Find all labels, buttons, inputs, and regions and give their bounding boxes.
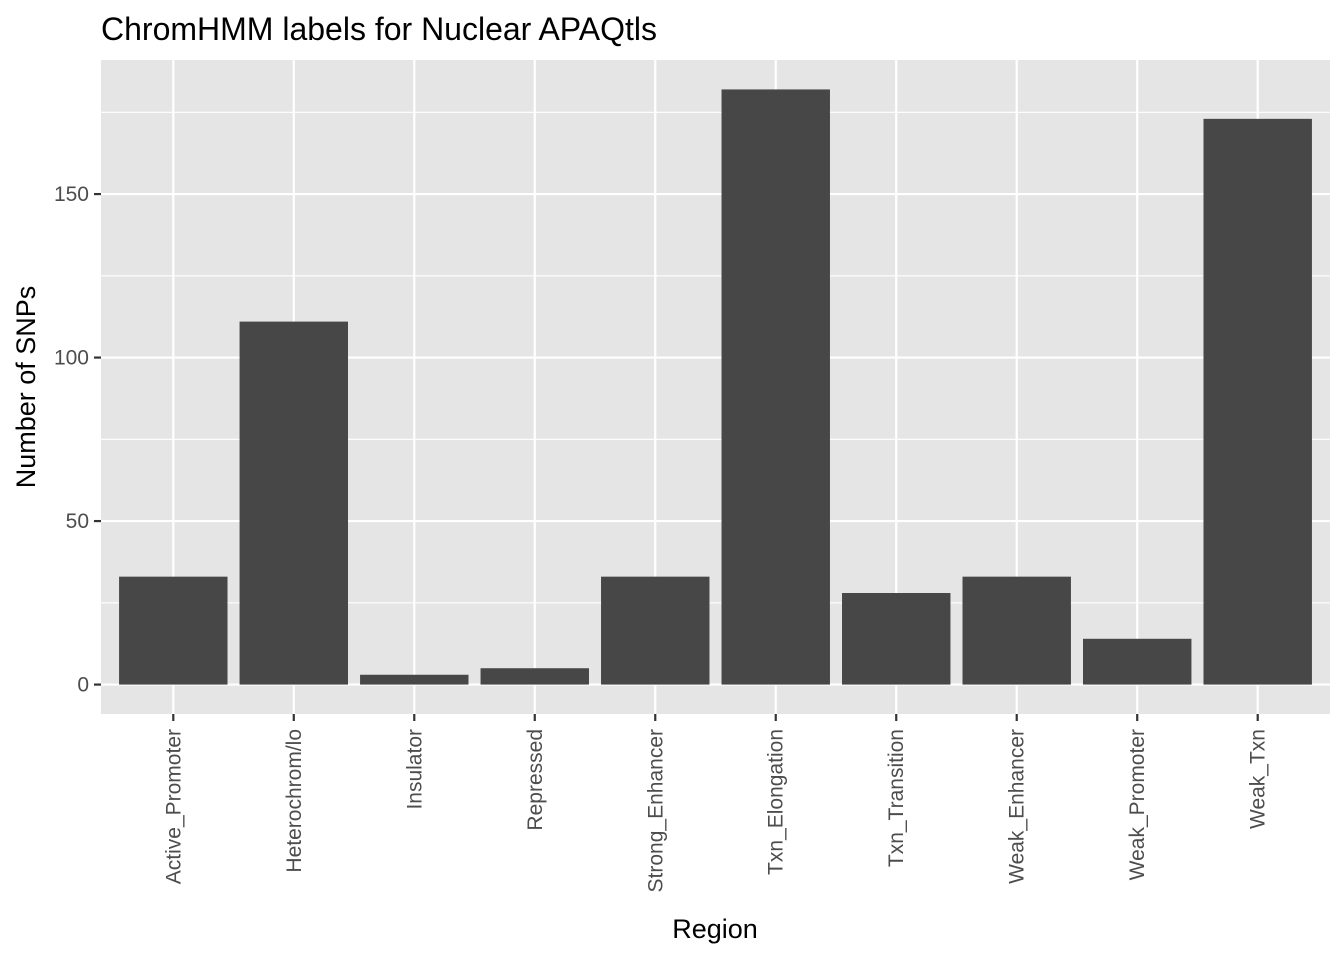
x-axis: Active_Promoter Heterochrom/lo Insulator Re… [162, 714, 1270, 892]
x-tick-label: Txn_Transition [885, 729, 908, 867]
bar [1082, 638, 1192, 685]
bar [239, 321, 349, 685]
y-tick-label: 50 [66, 510, 89, 533]
y-tick-label: 100 [54, 347, 89, 370]
x-tick-label: Weak_Enhancer [1006, 729, 1029, 884]
bar [119, 576, 228, 685]
bar [480, 668, 589, 685]
y-axis: 0 50 100 150 [54, 183, 101, 697]
x-tick-label: Weak_Promoter [1126, 729, 1149, 880]
bar [1203, 118, 1312, 685]
bar [601, 576, 710, 685]
x-tick-label: Repressed [524, 729, 547, 831]
y-tick-label: 150 [54, 183, 89, 206]
bar [360, 674, 469, 685]
x-axis-title: Region [672, 914, 758, 944]
y-axis-title: Number of SNPs [11, 286, 41, 489]
x-tick-label: Txn_Elongation [765, 729, 788, 875]
bars [119, 89, 1312, 685]
y-tick-label: 0 [77, 674, 89, 697]
x-tick-label: Insulator [403, 729, 426, 810]
bar [842, 593, 951, 685]
x-tick-label: Weak_Txn [1247, 729, 1270, 829]
bar [721, 89, 830, 685]
x-tick-label: Strong_Enhancer [644, 729, 667, 892]
x-tick-label: Heterochrom/lo [283, 729, 306, 873]
chart-title: ChromHMM labels for Nuclear APAQtls [101, 11, 657, 47]
bar [962, 576, 1071, 685]
x-tick-label: Active_Promoter [162, 729, 185, 884]
